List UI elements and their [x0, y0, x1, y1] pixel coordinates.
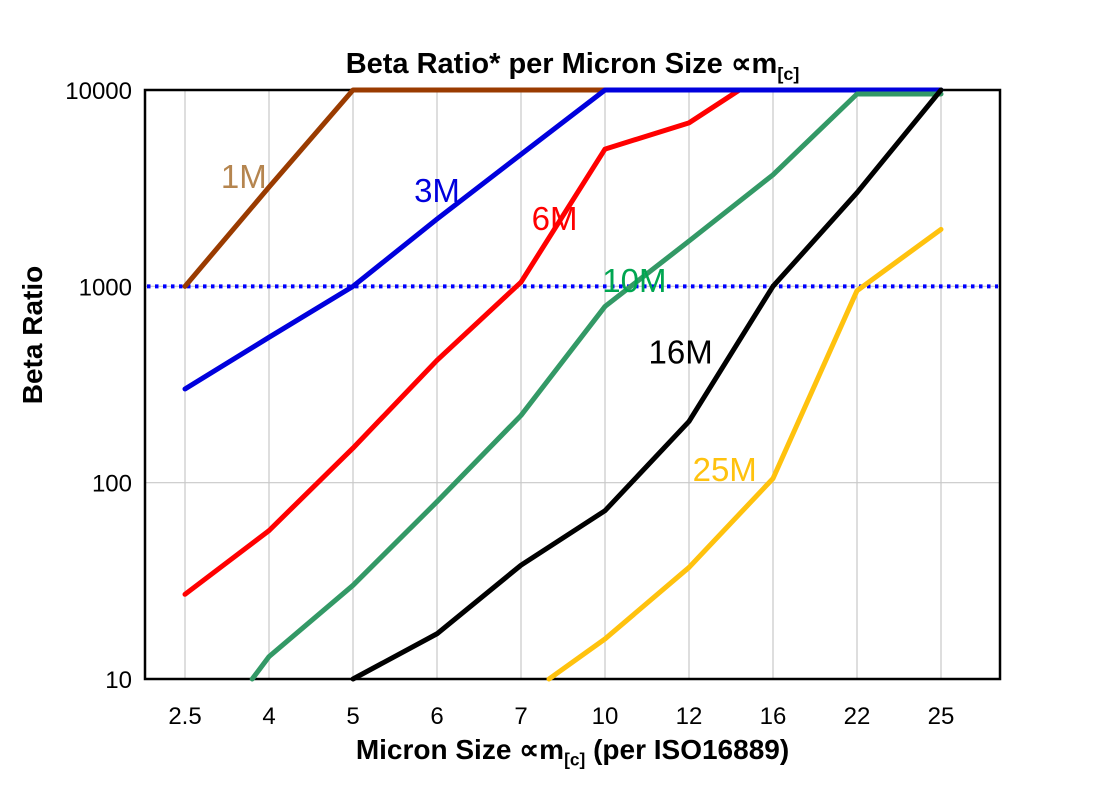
x-axis-title-subscript: [c]: [564, 749, 586, 770]
series-label-3M: 3M: [414, 172, 460, 209]
chart-title: Beta Ratio* per Micron Size ∝m[c]: [145, 46, 1000, 85]
series-line-1M: [182, 87, 608, 289]
y-tick-label: 100: [92, 471, 132, 498]
x-tick-label: 5: [346, 703, 359, 730]
x-tick-label: 12: [676, 703, 703, 730]
series-line-3M: [182, 87, 944, 392]
x-tick-label: 7: [514, 703, 527, 730]
series-label-10M: 10M: [602, 262, 666, 299]
x-axis-title: Micron Size ∝m[c] (per ISO16889): [145, 733, 1000, 771]
x-tick-label: 10: [592, 703, 619, 730]
series-label-25M: 25M: [693, 451, 757, 488]
x-axis-title-text: Micron Size ∝m: [355, 734, 565, 765]
series-line-6M: [182, 87, 742, 597]
series-line-16M: [350, 87, 944, 682]
chart-title-subscript: [c]: [777, 63, 800, 84]
chart-title-text: Beta Ratio* per Micron Size ∝m: [345, 48, 778, 80]
x-tick-label: 6: [430, 703, 443, 730]
series-line-10M: [249, 91, 944, 682]
series-label-6M: 6M: [532, 200, 578, 237]
y-tick-label: 1000: [79, 274, 132, 301]
series-label-16M: 16M: [648, 334, 712, 371]
x-tick-label: 25: [928, 703, 955, 730]
x-tick-label: 2.5: [168, 703, 201, 730]
y-tick-label: 10: [105, 667, 132, 694]
x-tick-label: 4: [262, 703, 275, 730]
x-tick-label: 16: [760, 703, 787, 730]
y-tick-label: 10000: [65, 78, 132, 105]
x-tick-label: 22: [844, 703, 871, 730]
x-axis-title-rest: (per ISO16889): [585, 734, 790, 765]
series-label-1M: 1M: [221, 158, 267, 195]
series-line-25M: [546, 226, 944, 682]
